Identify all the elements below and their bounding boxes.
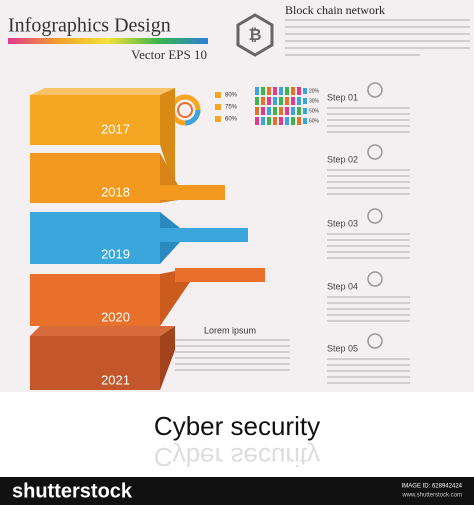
text-lines <box>285 19 470 56</box>
person-icon <box>291 97 295 105</box>
donut-label: 60% <box>225 117 238 123</box>
person-icon <box>285 107 289 115</box>
person-icon <box>255 97 259 105</box>
person-icon <box>255 87 259 95</box>
brand: shutterstock <box>12 480 133 502</box>
legend-swatch <box>215 116 221 122</box>
year-label: 2017 <box>101 121 130 136</box>
person-icon <box>273 97 277 105</box>
legend-swatch <box>303 88 307 94</box>
step-label: Step 02 <box>327 154 358 164</box>
year-blocks <box>30 88 265 390</box>
person-icon <box>273 117 277 125</box>
subtitle: Vector EPS 10 <box>131 47 207 62</box>
year-label: 2021 <box>101 372 130 387</box>
footer-title-reflection: Cyber security <box>154 442 320 472</box>
donut-label: 75% <box>225 105 238 111</box>
person-icon <box>279 97 283 105</box>
rainbow-bar <box>8 38 208 44</box>
person-icon <box>267 107 271 115</box>
person-icon <box>255 117 259 125</box>
person-icon <box>261 97 265 105</box>
person-icon <box>261 87 265 95</box>
person-icon <box>297 87 301 95</box>
person-icon <box>297 107 301 115</box>
person-icon <box>267 97 271 105</box>
person-icon <box>285 97 289 105</box>
site: www.shutterstock.com <box>401 493 462 499</box>
legend-swatch <box>303 98 307 104</box>
network-title: Block chain network <box>285 3 385 17</box>
person-icon <box>291 107 295 115</box>
person-icon <box>261 117 265 125</box>
legend-swatch <box>215 92 221 98</box>
legend-swatch <box>303 118 307 124</box>
year-label: 2020 <box>101 309 130 324</box>
person-icon <box>267 87 271 95</box>
step-icon <box>367 333 383 349</box>
person-icon <box>279 107 283 115</box>
person-icon <box>279 117 283 125</box>
donut-label: 80% <box>225 93 238 99</box>
people-label: 60% <box>309 118 320 124</box>
step-label: Step 04 <box>327 281 358 291</box>
lorem-title: Lorem ipsum <box>204 325 256 335</box>
image-id: IMAGE ID: 628942424 <box>402 484 463 490</box>
person-icon <box>261 107 265 115</box>
lorem-lines <box>175 339 290 371</box>
people-label: 30% <box>309 98 320 104</box>
person-icon <box>255 107 259 115</box>
person-icon <box>285 117 289 125</box>
person-icon <box>297 97 301 105</box>
legend-swatch <box>303 108 307 114</box>
legend-swatch <box>215 104 221 110</box>
person-icon <box>291 87 295 95</box>
step-icon <box>367 144 383 160</box>
people-label: 50% <box>309 108 320 114</box>
person-icon <box>279 87 283 95</box>
footer-title: Cyber security <box>154 411 320 441</box>
person-icon <box>285 87 289 95</box>
step-label: Step 03 <box>327 218 358 228</box>
step-label: Step 01 <box>327 92 358 102</box>
hexagon-icon <box>236 13 274 57</box>
people-label: 20% <box>309 88 320 94</box>
year-label: 2018 <box>101 184 130 199</box>
title: Infographics Design <box>8 15 171 37</box>
step-label: Step 05 <box>327 343 358 353</box>
person-icon <box>273 87 277 95</box>
person-icon <box>291 117 295 125</box>
step-icon <box>367 271 383 287</box>
year-label: 2019 <box>101 246 130 261</box>
bitcoin-icon: ₿ <box>248 26 261 44</box>
person-icon <box>267 117 271 125</box>
footer-bar <box>0 477 474 505</box>
person-icon <box>297 117 301 125</box>
step-icon <box>367 208 383 224</box>
person-icon <box>273 107 277 115</box>
step-icon <box>367 82 383 98</box>
